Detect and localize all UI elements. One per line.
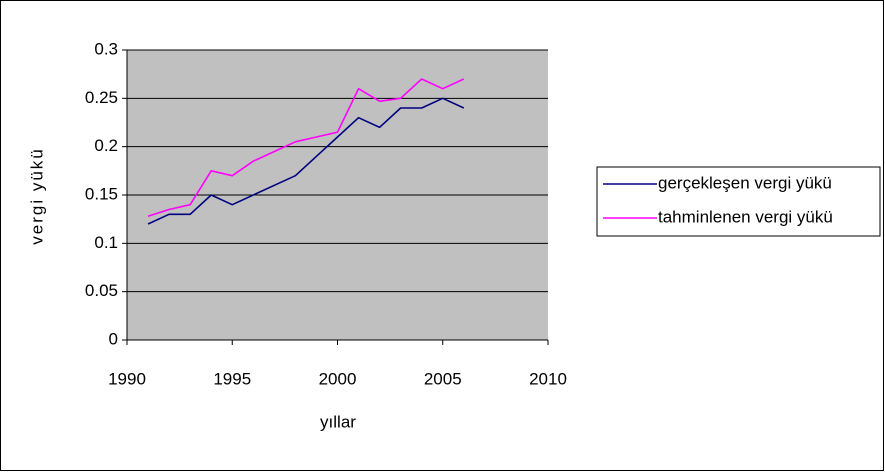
y-tick-label: 0.25 (85, 88, 118, 107)
data-line (147, 97, 465, 225)
y-tick-label: 0.05 (85, 281, 118, 300)
data-line (147, 78, 465, 218)
legend-label: gerçekleşen vergi yükü (658, 173, 832, 192)
x-tick-label: 2010 (529, 369, 567, 388)
y-tick-label: 0 (109, 329, 118, 348)
x-tick-label: 1995 (213, 369, 251, 388)
y-tick-label: 0.1 (94, 233, 118, 252)
x-tick-label: 1990 (108, 369, 146, 388)
y-tick-label: 0.3 (94, 39, 118, 58)
legend-box (596, 166, 881, 237)
x-axis-title: yıllar (320, 412, 356, 431)
x-tick-label: 2000 (319, 369, 357, 388)
legend-label: tahminlenen vergi yükü (658, 207, 833, 226)
y-tick-label: 0.15 (85, 184, 118, 203)
y-tick-label: 0.2 (94, 136, 118, 155)
y-axis-title: vergi yükü (27, 147, 46, 244)
x-tick-label: 2005 (424, 369, 462, 388)
